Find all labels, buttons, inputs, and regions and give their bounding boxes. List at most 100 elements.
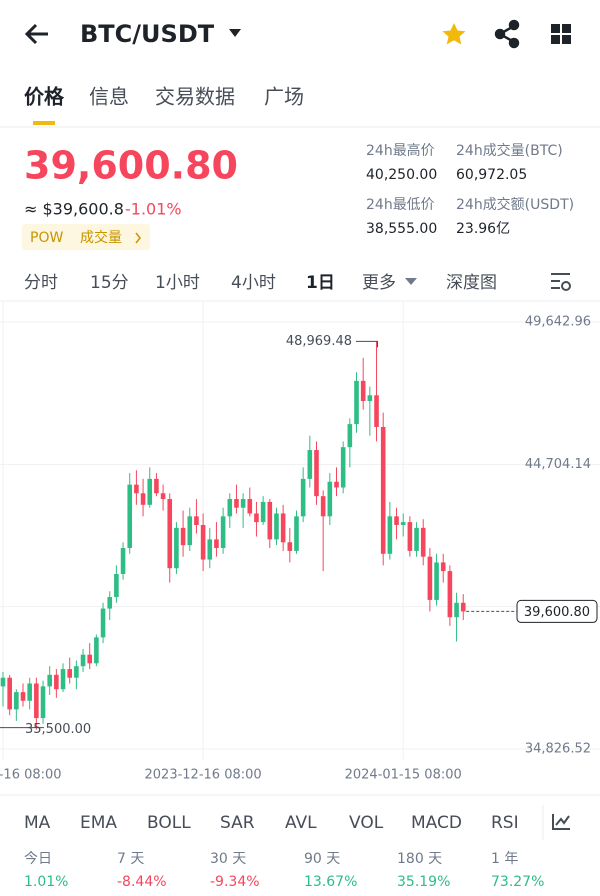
candle-body xyxy=(460,602,466,612)
candle-body xyxy=(180,527,186,546)
indicator-tab[interactable]: VOL xyxy=(349,813,384,833)
interval-tab[interactable]: 1日 xyxy=(306,273,335,293)
tag[interactable]: POW xyxy=(30,230,63,246)
pair-dropdown[interactable] xyxy=(229,29,241,37)
candle-body xyxy=(154,478,159,494)
candle-body xyxy=(440,562,446,572)
tab-bar: 价格 信息 交易数据 广场 xyxy=(24,85,304,109)
indicator-tab[interactable]: RSI xyxy=(491,813,519,833)
return-value: 13.67% xyxy=(304,874,357,890)
chart-settings[interactable] xyxy=(551,273,571,291)
grid-menu[interactable] xyxy=(551,24,571,44)
indicator-settings[interactable] xyxy=(552,814,570,830)
x-tick-label: 2023-12-16 08:00 xyxy=(145,768,262,783)
candle-body xyxy=(214,539,219,549)
candle-body xyxy=(380,426,386,554)
candle-body xyxy=(407,522,413,551)
candle-body xyxy=(147,478,153,505)
stat-label: 24h成交额(USDT) xyxy=(456,196,574,213)
tab[interactable]: 广场 xyxy=(264,85,304,109)
stats: 24h最高价 40,250.00 24h成交量(BTC) 60,972.05 24h最低… xyxy=(366,142,574,237)
y-tick-label: 49,642.96 xyxy=(525,315,591,330)
interval-tab[interactable]: 4小时 xyxy=(231,273,276,293)
more-dropdown[interactable] xyxy=(405,278,417,285)
indicator-bar: MA EMA BOLL SAR AVL VOL MACD RSI xyxy=(24,813,519,833)
candle-body xyxy=(294,516,299,551)
favorite-star[interactable] xyxy=(442,23,466,45)
stat-value: 60,972.05 xyxy=(456,167,527,183)
candle-body xyxy=(227,499,233,517)
candle-body xyxy=(200,524,206,560)
tab[interactable]: 价格 xyxy=(24,85,65,109)
return-period: 7 天 xyxy=(117,851,144,867)
candle-body xyxy=(7,677,12,710)
indicator-tab[interactable]: BOLL xyxy=(147,813,191,833)
interval-tab[interactable]: 更多 xyxy=(362,273,396,293)
interval-tab[interactable]: 分时 xyxy=(24,273,58,293)
candle-body xyxy=(160,493,166,500)
candle-body xyxy=(187,516,193,546)
high-marker xyxy=(356,340,379,348)
candle-body xyxy=(427,556,433,600)
candle-body xyxy=(80,654,86,667)
candle-body xyxy=(274,513,279,540)
candle-body xyxy=(60,669,66,690)
approx-price: ≈ $39,600.8 xyxy=(24,200,124,219)
tab[interactable]: 信息 xyxy=(89,85,129,109)
candle-body xyxy=(400,522,406,525)
return-value: 35.19% xyxy=(397,874,450,890)
stat-value: 23.96亿 xyxy=(456,221,510,237)
candle-body xyxy=(74,666,79,678)
interval-tab[interactable]: 深度图 xyxy=(446,273,497,293)
tag[interactable]: 成交量 xyxy=(80,229,122,246)
candle-body xyxy=(234,499,239,508)
return-value: 1.01% xyxy=(24,874,68,890)
stat-value: 38,555.00 xyxy=(366,221,437,237)
candle-body xyxy=(387,516,393,554)
indicator-tab[interactable]: AVL xyxy=(285,813,317,833)
indicator-tab[interactable]: SAR xyxy=(220,813,255,833)
candle-body xyxy=(394,516,399,525)
interval-bar: 分时 15分 1小时 4小时 1日 更多 深度图 xyxy=(24,273,497,293)
return-period: 180 天 xyxy=(397,851,442,867)
last-price: 39,600.80 xyxy=(24,144,238,188)
interval-tab[interactable]: 15分 xyxy=(90,273,129,293)
share-button[interactable] xyxy=(494,19,520,49)
candle-body xyxy=(340,447,346,488)
y-tick-label: 44,704.14 xyxy=(525,457,591,472)
stat-value: 40,250.00 xyxy=(366,167,437,183)
candle-body xyxy=(454,602,459,618)
candle-body xyxy=(14,692,19,710)
interval-tab[interactable]: 1小时 xyxy=(155,273,200,293)
candle-body xyxy=(307,450,313,479)
candle-body xyxy=(247,499,253,514)
candle-body xyxy=(240,499,246,508)
candle-body xyxy=(107,597,113,609)
candle-body xyxy=(327,481,333,517)
candle-body xyxy=(414,527,419,551)
candle-body xyxy=(34,683,39,719)
back-button[interactable] xyxy=(24,23,48,45)
candle-body xyxy=(207,539,213,560)
last-price-label: 39,600.80 xyxy=(524,605,590,620)
indicator-tab[interactable]: MA xyxy=(24,813,51,833)
candle-body xyxy=(367,395,373,402)
candle-body xyxy=(27,683,32,701)
tab[interactable]: 交易数据 xyxy=(155,85,235,109)
candle-body xyxy=(134,484,139,494)
candle-body xyxy=(120,548,126,574)
pair-title[interactable]: BTC/USDT xyxy=(80,20,215,48)
candle-body xyxy=(254,513,259,523)
candle-body xyxy=(320,496,326,517)
candle-body xyxy=(267,501,273,540)
low-label: 35,500.00 xyxy=(25,722,91,737)
indicator-tab[interactable]: MACD xyxy=(411,813,462,833)
tag-box[interactable] xyxy=(22,224,150,250)
candle-body xyxy=(287,542,293,551)
candle-body xyxy=(300,478,306,517)
indicator-tab[interactable]: EMA xyxy=(80,813,117,833)
candle-body xyxy=(360,380,366,402)
